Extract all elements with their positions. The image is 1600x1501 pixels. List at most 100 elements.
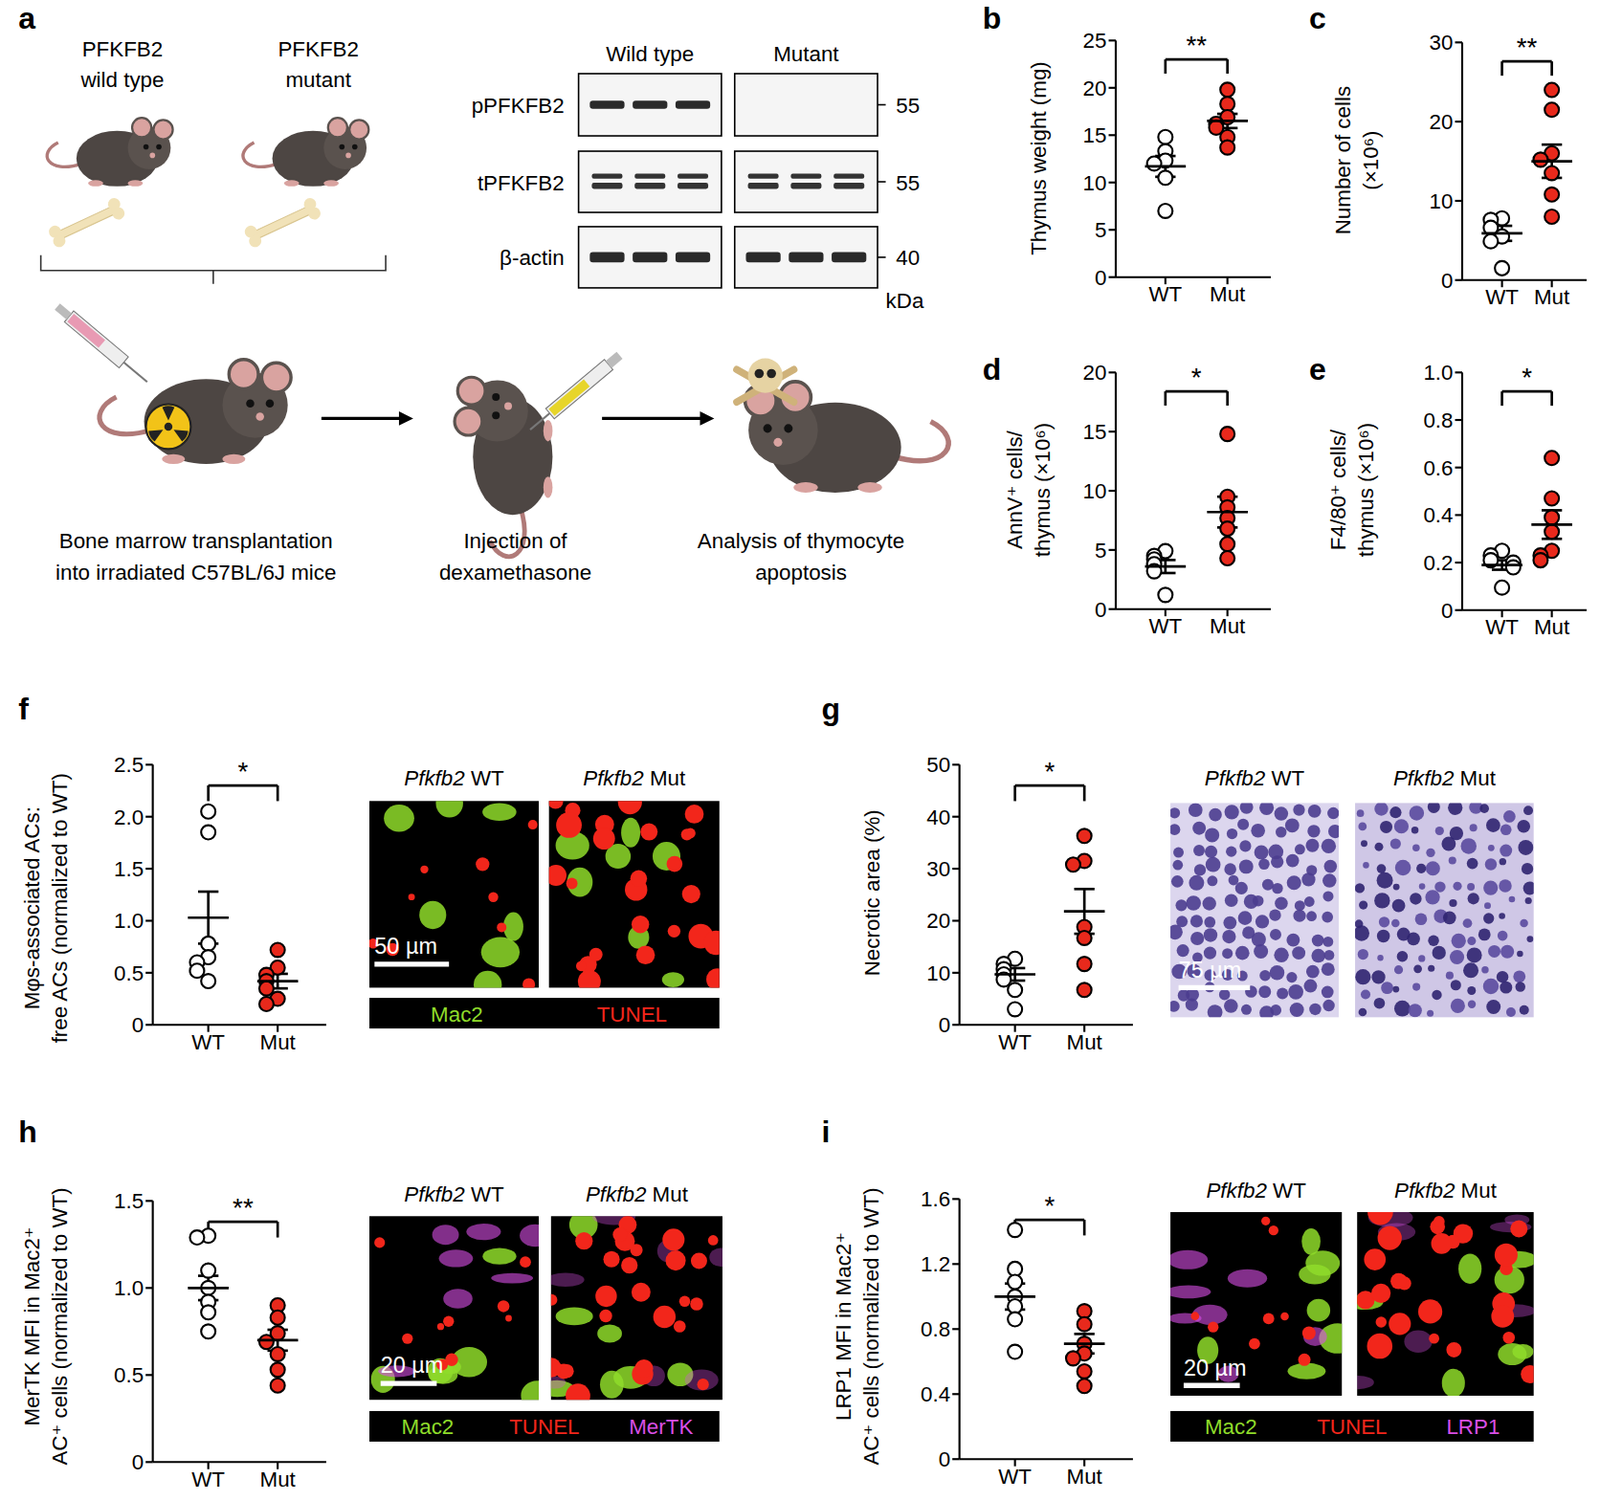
- svg-text:0.8: 0.8: [920, 1317, 951, 1342]
- svg-text:Mut: Mut: [1209, 614, 1246, 639]
- svg-text:1.5: 1.5: [113, 857, 144, 882]
- svg-text:Wild type: Wild type: [605, 42, 694, 67]
- svg-text:15: 15: [1082, 420, 1107, 445]
- svg-text:Mut: Mut: [1533, 615, 1571, 640]
- svg-text:Pfkfb2 WT: Pfkfb2 WT: [1205, 1178, 1307, 1203]
- svg-text:*: *: [238, 756, 249, 787]
- svg-text:b: b: [982, 0, 1002, 36]
- svg-text:0.5: 0.5: [113, 961, 144, 986]
- svg-text:MerTK MFI in Mac2⁺AC⁺ cells (n: MerTK MFI in Mac2⁺AC⁺ cells (normalized …: [20, 1187, 72, 1466]
- svg-text:0.4: 0.4: [920, 1382, 951, 1407]
- svg-text:WT: WT: [192, 1030, 226, 1055]
- svg-text:WT: WT: [192, 1466, 226, 1491]
- svg-text:into irradiated C57BL/6J mice: into irradiated C57BL/6J mice: [55, 560, 337, 585]
- svg-text:apoptosis: apoptosis: [755, 560, 847, 585]
- svg-text:F4/80⁺ cells/thymus (×10⁶): F4/80⁺ cells/thymus (×10⁶): [1326, 422, 1378, 557]
- svg-text:20: 20: [1082, 76, 1107, 101]
- svg-text:LRP1 MFI in Mac2⁺AC⁺ cells (no: LRP1 MFI in Mac2⁺AC⁺ cells (normalized t…: [831, 1187, 884, 1466]
- svg-text:Necrotic area (%): Necrotic area (%): [860, 809, 885, 977]
- svg-text:0.4: 0.4: [1422, 503, 1453, 528]
- svg-text:5: 5: [1094, 538, 1107, 563]
- svg-text:0.5: 0.5: [113, 1363, 144, 1388]
- svg-text:TUNEL: TUNEL: [509, 1415, 579, 1440]
- svg-text:TUNEL: TUNEL: [1316, 1415, 1387, 1440]
- svg-text:0: 0: [1441, 599, 1453, 623]
- svg-text:h: h: [18, 1115, 38, 1151]
- svg-text:Pfkfb2 WT: Pfkfb2 WT: [403, 1182, 505, 1207]
- svg-text:*: *: [1044, 1191, 1055, 1222]
- svg-text:**: **: [1516, 33, 1538, 64]
- svg-text:0: 0: [1094, 598, 1107, 623]
- svg-text:WT: WT: [1148, 282, 1182, 307]
- svg-text:2.0: 2.0: [113, 805, 144, 830]
- svg-text:Mac2: Mac2: [430, 1002, 484, 1027]
- svg-text:a: a: [18, 0, 36, 36]
- svg-text:d: d: [982, 352, 1002, 387]
- svg-text:Mφs-associated ACs:free ACs (n: Mφs-associated ACs:free ACs (normalized …: [20, 773, 72, 1044]
- svg-text:1.2: 1.2: [920, 1252, 951, 1277]
- svg-text:Mutant: Mutant: [773, 42, 840, 67]
- svg-text:Mut: Mut: [1533, 286, 1571, 311]
- svg-text:0.6: 0.6: [1422, 456, 1453, 481]
- svg-text:g: g: [821, 691, 841, 727]
- svg-text:*: *: [1521, 362, 1533, 393]
- svg-text:dexamethasone: dexamethasone: [439, 560, 592, 585]
- svg-text:0: 0: [132, 1014, 144, 1039]
- svg-text:0: 0: [937, 1447, 950, 1472]
- svg-text:Thymus weight (mg): Thymus weight (mg): [1026, 61, 1051, 256]
- svg-text:2.5: 2.5: [113, 754, 144, 778]
- svg-text:Pfkfb2 Mut: Pfkfb2 Mut: [1393, 766, 1497, 791]
- svg-text:**: **: [1185, 30, 1207, 61]
- svg-text:PFKFB2: PFKFB2: [82, 37, 164, 62]
- svg-text:tPFKFB2: tPFKFB2: [477, 171, 565, 196]
- svg-text:30: 30: [926, 857, 951, 882]
- svg-text:Injection of: Injection of: [463, 529, 568, 554]
- svg-text:kDa: kDa: [886, 288, 925, 313]
- svg-text:WT: WT: [998, 1030, 1032, 1055]
- svg-text:Mut: Mut: [1066, 1030, 1103, 1055]
- svg-text:1.0: 1.0: [113, 910, 144, 934]
- svg-text:**: **: [232, 1193, 254, 1223]
- svg-text:0.8: 0.8: [1422, 408, 1453, 433]
- svg-text:LRP1: LRP1: [1445, 1415, 1500, 1440]
- svg-text:Pfkfb2 Mut: Pfkfb2 Mut: [585, 1182, 689, 1207]
- svg-text:WT: WT: [1485, 615, 1519, 640]
- svg-text:f: f: [18, 691, 29, 727]
- svg-text:10: 10: [1082, 479, 1107, 504]
- svg-text:10: 10: [926, 961, 951, 986]
- svg-text:mutant: mutant: [285, 67, 352, 92]
- svg-text:Pfkfb2 WT: Pfkfb2 WT: [1204, 766, 1306, 791]
- svg-text:AnnV⁺ cells/thymus (×10⁶): AnnV⁺ cells/thymus (×10⁶): [1002, 422, 1055, 557]
- svg-text:20: 20: [1429, 111, 1454, 135]
- svg-text:TUNEL: TUNEL: [597, 1002, 667, 1027]
- svg-text:WT: WT: [1148, 614, 1182, 639]
- svg-text:5: 5: [1094, 218, 1107, 243]
- svg-text:i: i: [821, 1115, 830, 1151]
- svg-text:Analysis of thymocyte: Analysis of thymocyte: [697, 529, 905, 554]
- svg-text:β-actin: β-actin: [499, 245, 565, 270]
- svg-text:Mut: Mut: [260, 1030, 297, 1055]
- svg-text:40: 40: [895, 245, 920, 270]
- svg-text:wild type: wild type: [79, 67, 164, 92]
- svg-text:Mac2: Mac2: [1204, 1415, 1258, 1440]
- svg-text:20: 20: [926, 910, 951, 934]
- svg-text:20 µm: 20 µm: [1183, 1355, 1247, 1381]
- svg-text:*: *: [1190, 362, 1201, 393]
- svg-text:0: 0: [1094, 266, 1107, 290]
- svg-text:e: e: [1309, 352, 1327, 387]
- svg-text:Pfkfb2 WT: Pfkfb2 WT: [403, 766, 505, 791]
- svg-text:1.6: 1.6: [920, 1187, 951, 1212]
- svg-text:c: c: [1309, 0, 1327, 36]
- svg-text:Bone marrow transplantation: Bone marrow transplantation: [59, 529, 334, 554]
- svg-text:*: *: [1044, 756, 1055, 787]
- svg-text:25: 25: [1082, 29, 1107, 54]
- svg-text:Mut: Mut: [1209, 282, 1246, 307]
- svg-text:1.0: 1.0: [1422, 360, 1453, 385]
- svg-text:20 µm: 20 µm: [380, 1353, 445, 1378]
- svg-text:Number of cells(×10⁶): Number of cells(×10⁶): [1331, 86, 1383, 235]
- svg-text:0: 0: [937, 1014, 950, 1039]
- svg-text:Mac2: Mac2: [401, 1415, 455, 1440]
- svg-text:Pfkfb2 Mut: Pfkfb2 Mut: [582, 766, 687, 791]
- svg-text:0: 0: [1441, 268, 1453, 293]
- svg-text:PFKFB2: PFKFB2: [277, 37, 359, 62]
